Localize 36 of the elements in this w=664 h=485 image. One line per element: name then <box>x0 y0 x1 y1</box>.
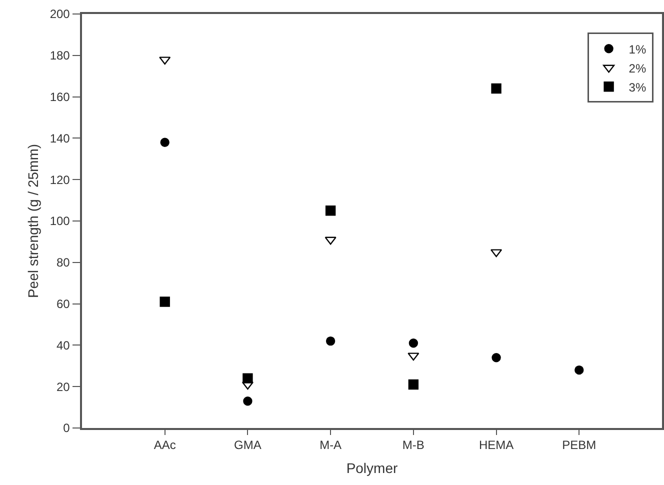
point <box>159 56 171 65</box>
x-tick-label: HEMA <box>478 438 514 452</box>
y-tick-label: 80 <box>56 256 70 270</box>
point <box>160 296 170 307</box>
x-tick-label: PEBM <box>562 438 596 452</box>
y-tick-label: 200 <box>50 7 70 22</box>
point <box>324 236 336 245</box>
y-tick-label: 180 <box>50 48 70 63</box>
point <box>574 365 584 375</box>
y-tick-label: 100 <box>50 214 70 228</box>
point <box>325 206 336 216</box>
point <box>243 396 252 406</box>
x-tick-label: GMA <box>234 438 262 452</box>
y-tick-label: 40 <box>56 338 70 352</box>
x-tick-label: M-A <box>320 438 342 452</box>
legend-label: 2% <box>628 61 646 76</box>
point <box>408 379 419 390</box>
x-axis-title: Polymer <box>346 460 398 476</box>
point <box>491 83 502 94</box>
point <box>492 353 501 362</box>
y-tick-label: 0 <box>63 421 70 436</box>
x-tick-label: M-B <box>402 438 424 452</box>
point <box>408 338 418 348</box>
y-tick-label: 60 <box>56 297 70 311</box>
point <box>408 352 420 361</box>
legend-label: 1% <box>628 42 646 56</box>
y-tick-label: 20 <box>56 380 70 394</box>
y-axis-title: Peel strength (g / 25mm) <box>24 144 41 298</box>
x-tick-label: AAc <box>154 438 176 452</box>
legend-label: 3% <box>628 80 646 94</box>
y-tick-label: 120 <box>50 172 70 187</box>
point <box>242 373 253 384</box>
point <box>326 336 336 346</box>
y-tick-label: 160 <box>50 90 70 104</box>
y-tick-label: 140 <box>50 131 70 146</box>
point <box>160 138 170 147</box>
